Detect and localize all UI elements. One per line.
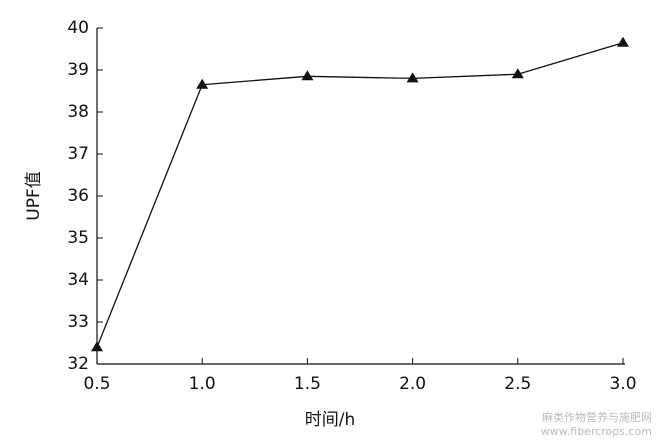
x-tick-label: 2.5 [504,374,531,394]
x-axis-label: 时间/h [305,410,356,430]
x-tick-label: 2.0 [399,374,426,394]
marker [301,70,314,81]
x-tick-label: 1.0 [189,374,216,394]
y-tick-label: 38 [67,102,89,122]
x-tick-label: 3.0 [609,374,636,394]
y-tick-label: 33 [67,312,89,332]
x-tick-label: 0.5 [83,374,110,394]
marker [511,68,524,79]
watermark: www.fibercrops.com [541,425,652,438]
y-tick-label: 39 [67,60,89,80]
y-axis-label: UPF值 [24,171,44,220]
line [96,42,624,348]
y-tick-label: 40 [67,18,89,38]
y-tick-label: 35 [67,228,89,248]
marker [617,36,629,47]
y-tick-label: 34 [67,270,89,290]
marker [196,78,209,89]
marker [406,72,419,83]
x-tick-label: 1.5 [294,374,321,394]
y-tick-label: 36 [67,186,89,206]
y-tick-label: 37 [67,144,89,164]
watermark: 麻类作物营养与施肥网 [542,410,652,424]
marker [91,341,103,352]
y-tick-label: 32 [67,354,89,374]
